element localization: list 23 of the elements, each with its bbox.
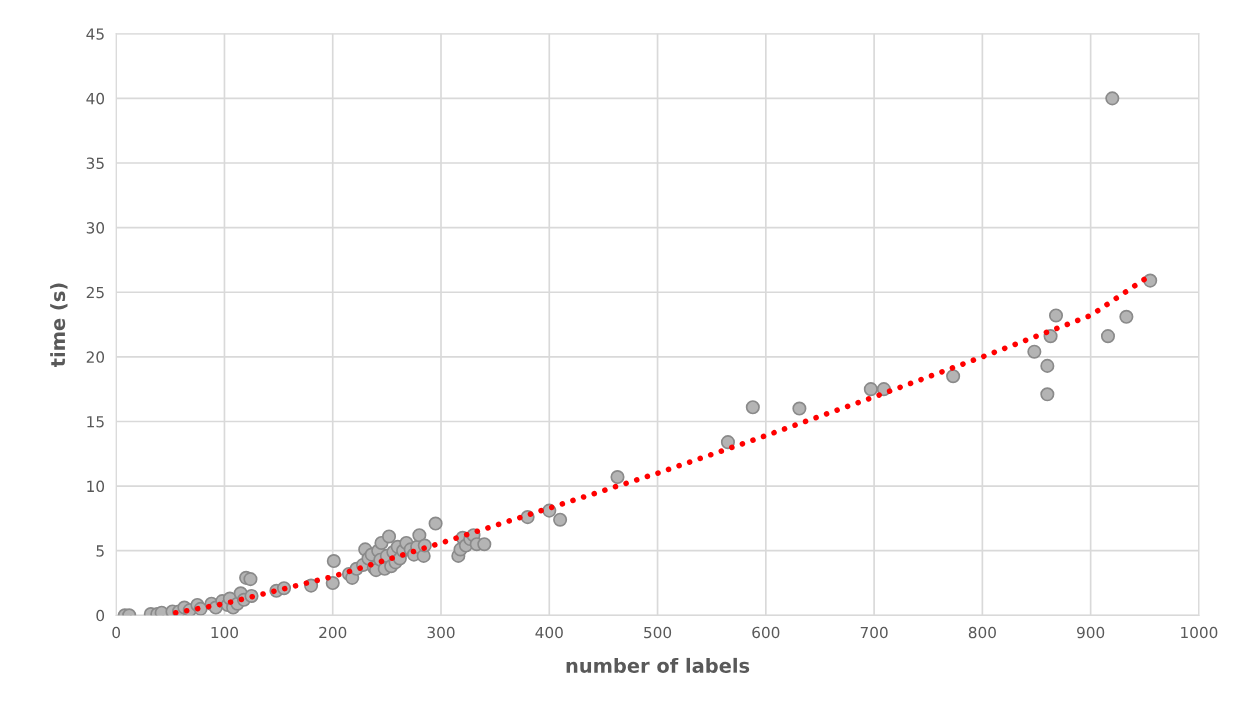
y-tick-label: 30: [86, 222, 105, 234]
y-tick-label: 5: [96, 545, 104, 557]
x-tick-label: 300: [427, 626, 455, 639]
x-tick-label: 1000: [1181, 626, 1218, 639]
y-tick-label: 10: [87, 480, 105, 493]
y-tick-label: 40: [86, 92, 105, 105]
y-tick-label: 25: [86, 286, 104, 299]
x-tick-label: 900: [1077, 626, 1105, 639]
x-axis-title: number of labels: [566, 657, 750, 673]
y-tick-label: 0: [96, 609, 105, 622]
y-tick-label: 35: [86, 157, 104, 170]
x-tick-label: 800: [968, 626, 996, 639]
x-tick-label: 200: [319, 626, 347, 639]
x-tick-label: 100: [211, 626, 239, 639]
y-tick-label: 15: [87, 416, 104, 428]
x-tick-label: 0: [112, 626, 121, 639]
x-tick-label: 600: [752, 626, 780, 639]
x-tick-label: 400: [535, 626, 563, 639]
y-tick-label: 20: [86, 351, 105, 363]
y-tick-label: 45: [86, 28, 104, 40]
x-tick-label: 700: [860, 626, 888, 639]
x-tick-label: 500: [644, 626, 672, 639]
y-axis-title: time (s): [50, 283, 68, 368]
